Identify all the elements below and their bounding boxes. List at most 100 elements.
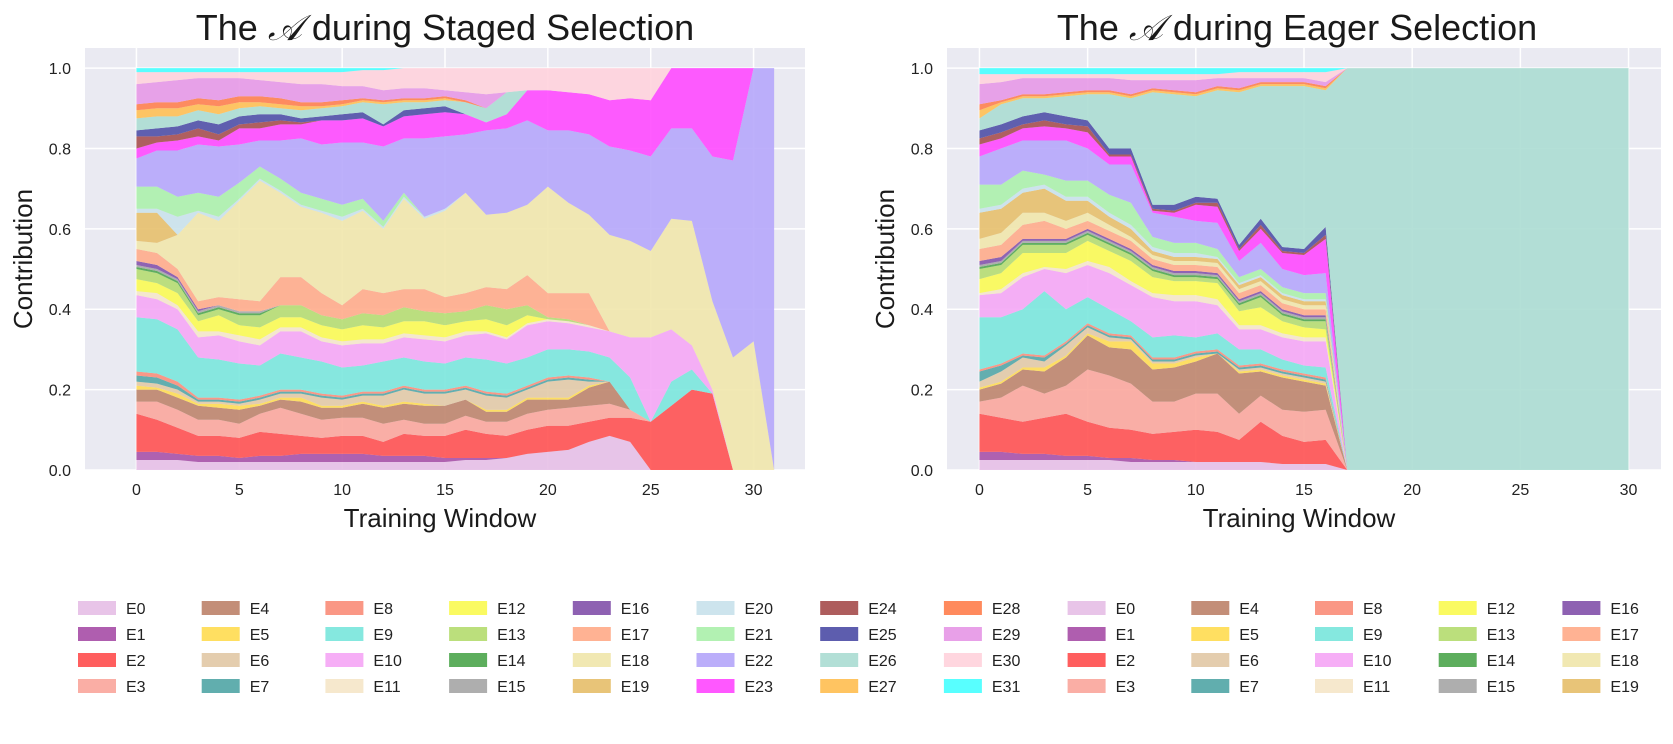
legend-item: E2 [78, 653, 146, 670]
y-tick-label: 0.2 [911, 383, 933, 400]
legend-swatch [201, 601, 240, 615]
chart-eager-selection: 0 5 10 15 20 25 30 0.0 0.2 0.4 0.6 0.8 1.0 Training W… [870, 7, 1661, 533]
legend-item: E28 [943, 601, 1021, 618]
legend-swatch [201, 627, 240, 641]
legend-label: E8 [1363, 601, 1383, 618]
legend-item: E1 [1067, 627, 1135, 644]
area-series-e2 [979, 413, 1629, 470]
legend-label: E4 [250, 601, 270, 618]
legend-swatch [572, 679, 611, 693]
legend-label: E24 [868, 601, 897, 618]
y-tick-label: 0.4 [911, 302, 933, 319]
legend-swatch [572, 601, 611, 615]
area-series-e3 [136, 389, 775, 470]
legend-label: E13 [497, 627, 526, 644]
legend-swatch [1562, 679, 1601, 693]
legend-swatch [943, 627, 982, 641]
legend-item: E0 [1067, 601, 1136, 618]
y-tick-label: 1.0 [911, 61, 933, 78]
legend-swatch [820, 601, 859, 615]
legend-item: E2 [1067, 653, 1135, 670]
legend-item: E20 [696, 601, 773, 618]
legend-swatch [78, 679, 116, 693]
legend-label: E30 [992, 653, 1021, 670]
legend-label: E28 [992, 601, 1021, 618]
legend-item: E17 [1562, 627, 1639, 644]
area-layers [136, 68, 775, 470]
legend-item: E8 [1315, 601, 1383, 618]
legend-label: E19 [1610, 679, 1639, 696]
legend-label: E0 [126, 601, 146, 618]
legend-swatch [696, 627, 735, 641]
legend-label: E12 [1487, 601, 1516, 618]
legend-item: E21 [696, 627, 773, 644]
legend-label: E26 [868, 653, 897, 670]
legend-item: E12 [449, 601, 526, 618]
legend-label: E17 [1610, 627, 1639, 644]
area-series-e10 [136, 295, 775, 470]
legend-swatch [1315, 653, 1353, 667]
y-tick-label: 0.6 [911, 222, 933, 239]
legend-item: E16 [572, 601, 649, 618]
area-series-e0 [136, 435, 775, 470]
area-series-e1 [136, 435, 775, 470]
legend-label: E31 [992, 679, 1021, 696]
legend-item: E14 [1438, 653, 1515, 670]
legend-swatch [1315, 679, 1353, 693]
legend-item: E6 [1191, 653, 1259, 670]
legend-swatch [696, 653, 735, 667]
area-series-e3 [979, 369, 1629, 470]
legend-item: E9 [325, 627, 393, 644]
legend-label: E2 [126, 653, 146, 670]
area-series-e4 [136, 381, 775, 470]
y-tick-label: 0.6 [49, 222, 71, 239]
y-tick-label: 0.8 [911, 141, 933, 158]
legend-swatch [449, 627, 488, 641]
legend-label: E8 [373, 601, 393, 618]
legend-swatch [78, 653, 116, 667]
legend-label: E10 [1363, 653, 1392, 670]
legend-item: E6 [201, 653, 269, 670]
legend-item: E10 [1315, 653, 1392, 670]
legend-item: E25 [820, 627, 897, 644]
legend-swatch [1438, 653, 1477, 667]
x-tick-label: 0 [132, 482, 141, 499]
area-series-e18 [136, 180, 775, 470]
legend-item: E26 [820, 653, 897, 670]
y-tick-label: 0.4 [49, 302, 71, 319]
legend-swatch [78, 601, 116, 615]
legend-label: E0 [1116, 601, 1136, 618]
area-series-e9 [136, 317, 775, 470]
legend-swatch [1191, 601, 1230, 615]
legend-label: E25 [868, 627, 897, 644]
legend-swatch [943, 653, 982, 667]
legend-item: E30 [943, 653, 1021, 670]
x-tick-label: 10 [1187, 482, 1205, 499]
legend-label: E22 [745, 653, 774, 670]
area-series-e2 [136, 389, 775, 470]
legend-swatch [449, 601, 488, 615]
legend-item: E13 [449, 627, 526, 644]
legend-label: E5 [250, 627, 270, 644]
legend-label: E13 [1487, 627, 1516, 644]
legend-swatch [1315, 627, 1353, 641]
legend-item: E19 [1562, 679, 1639, 696]
legend-label: E19 [621, 679, 650, 696]
legend-item: E31 [943, 679, 1021, 696]
legend-swatch [1438, 601, 1477, 615]
legend-swatch [1067, 653, 1106, 667]
area-series-e12 [136, 279, 775, 470]
legend-item: E16 [1562, 601, 1639, 618]
x-tick-label: 25 [642, 482, 660, 499]
legend: E0 E1 E2 E3 E4 E5 E6 E7 E8 E9 E10 E11 E12 E13 E14 E15 E1… [78, 601, 1639, 696]
legend-swatch [1191, 679, 1230, 693]
legend-swatch [449, 653, 488, 667]
area-series-e29 [136, 68, 775, 109]
x-axis-label: Training Window [1203, 503, 1396, 533]
legend-label: E12 [497, 601, 526, 618]
area-series-e6 [136, 379, 775, 470]
legend-label: E6 [1239, 653, 1259, 670]
legend-item: E9 [1315, 627, 1383, 644]
legend-swatch [1438, 679, 1477, 693]
